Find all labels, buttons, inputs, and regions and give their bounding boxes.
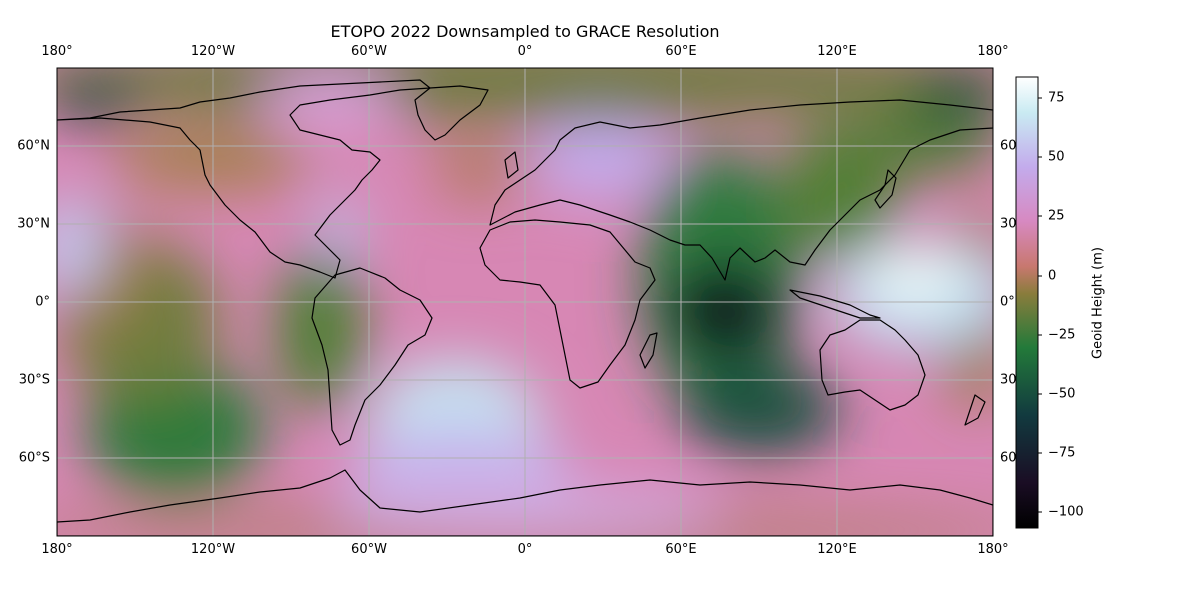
x-tick-bottom-7: 180°: [977, 542, 1009, 557]
graticule: [57, 68, 993, 536]
x-tick-top-6: 120°E: [817, 44, 857, 59]
north-america-coast: [57, 79, 431, 279]
colorbar-tick-4: 0: [1048, 268, 1057, 284]
chart-title: ETOPO 2022 Downsampled to GRACE Resoluti…: [330, 22, 720, 41]
x-tick-top-1: 180°: [41, 44, 73, 59]
uk-coast: [504, 151, 519, 179]
x-tick-bottom-5: 60°E: [665, 542, 697, 557]
africa-coast: [479, 219, 656, 389]
y-tick-left-1: 60°N: [17, 138, 50, 154]
y-tick-right-3: 0°: [1000, 294, 1015, 310]
x-tick-bottom-2: 120°W: [190, 542, 236, 557]
x-tick-top-5: 60°E: [665, 44, 697, 59]
y-tick-right-2: 30: [1000, 216, 1017, 232]
x-tick-top-2: 120°W: [190, 44, 236, 59]
x-tick-top-7: 180°: [977, 44, 1009, 59]
x-tick-bottom-1: 180°: [41, 542, 73, 557]
colorbar-tick-marks: [1038, 97, 1042, 513]
x-tick-top-4: 0°: [517, 44, 533, 59]
y-tick-left-5: 60°S: [18, 450, 50, 466]
south-america-coast: [311, 267, 433, 446]
japan-coast: [874, 169, 897, 209]
eurasia-coast: [489, 99, 993, 281]
y-tick-left-3: 0°: [35, 294, 50, 310]
y-tick-right-1: 60: [1000, 138, 1017, 154]
colorbar-label: Geoid Height (m): [1090, 247, 1106, 359]
x-tick-top-3: 60°W: [351, 44, 387, 59]
colorbar-tick-2: 50: [1048, 149, 1065, 165]
y-tick-right-4: 30: [1000, 372, 1017, 388]
x-tick-bottom-4: 0°: [517, 542, 533, 557]
colorbar-tick-3: 25: [1048, 208, 1065, 224]
greenland-coast: [414, 85, 489, 141]
map-frame: [56, 67, 994, 537]
y-tick-left-2: 30°N: [17, 216, 50, 232]
colorbar-tick-6: −50: [1048, 386, 1076, 402]
x-tick-bottom-6: 120°E: [817, 542, 857, 557]
colorbar: [1015, 76, 1039, 529]
new-zealand-coast: [964, 394, 986, 426]
colorbar-tick-5: −25: [1048, 327, 1076, 343]
madagascar-coast: [639, 332, 658, 369]
colorbar-tick-8: −100: [1048, 504, 1084, 520]
colorbar-tick-7: −75: [1048, 445, 1076, 461]
coastlines: [57, 79, 993, 536]
australia-coast: [819, 319, 926, 411]
indonesia-coast: [789, 289, 881, 319]
x-tick-bottom-3: 60°W: [351, 542, 387, 557]
y-tick-left-4: 30°S: [18, 372, 50, 388]
antarctica-coast: [57, 469, 993, 536]
y-tick-right-5: 60: [1000, 450, 1017, 466]
colorbar-tick-1: 75: [1048, 90, 1065, 106]
